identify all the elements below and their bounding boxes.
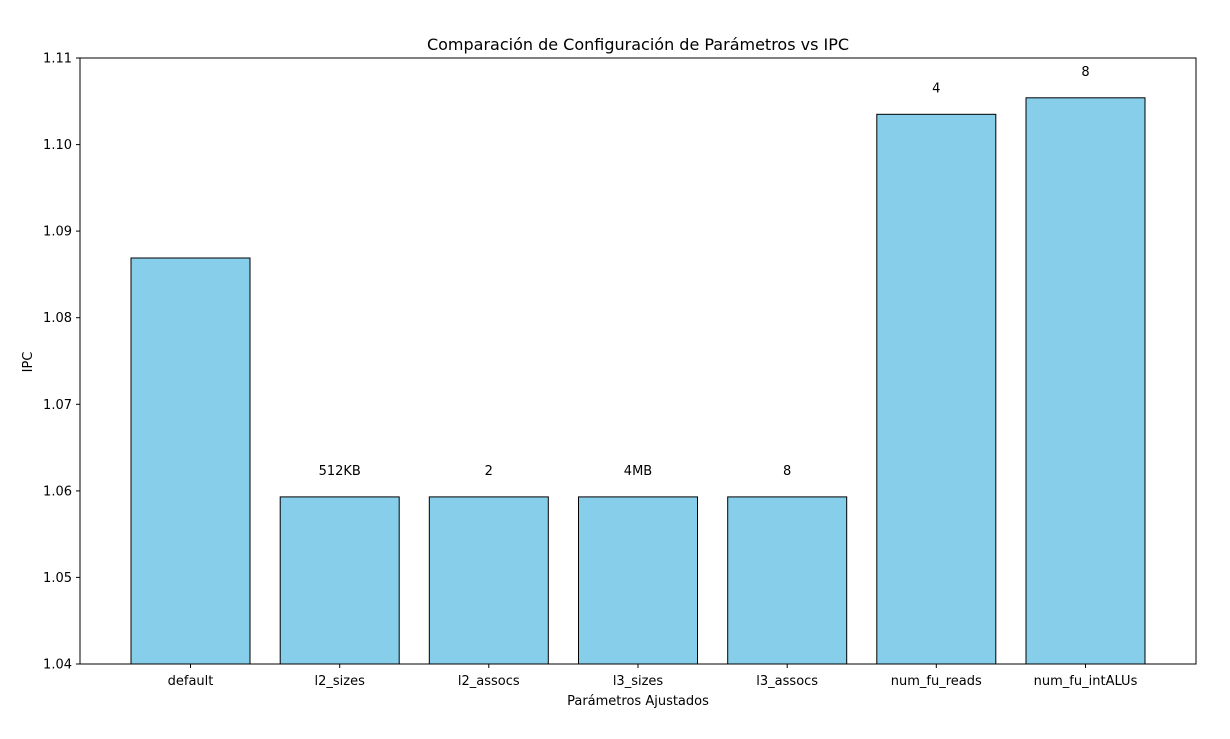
y-axis-label: IPC: [21, 352, 36, 373]
bar-num_fu_reads: [876, 113, 997, 665]
chart-title: Comparación de Configuración de Parámetr…: [427, 35, 849, 54]
plot-area-frame: [79, 57, 1197, 665]
x-tick-label-num_fu_intALUs: num_fu_intALUs: [1034, 674, 1138, 689]
y-tick-label-1.11: 1.11: [43, 52, 72, 67]
y-tick-label-1.06: 1.06: [43, 484, 72, 499]
bar-value-label-num_fu_reads: 4: [932, 81, 940, 96]
x-tick-label-l3_assocs: l3_assocs: [756, 674, 818, 689]
x-tick-label-l2_assocs: l2_assocs: [458, 674, 520, 689]
bar-value-label-l3_sizes: 4MB: [624, 464, 652, 479]
x-tick-label-l3_sizes: l3_sizes: [613, 674, 664, 689]
x-axis-label: Parámetros Ajustados: [567, 694, 709, 709]
y-tick-label-1.04: 1.04: [43, 658, 72, 673]
bar-num_fu_intALUs: [1025, 97, 1146, 665]
y-tick-label-1.10: 1.10: [43, 138, 72, 153]
y-tick-label-1.05: 1.05: [43, 571, 72, 586]
bar-l2_sizes: [279, 496, 400, 665]
x-axis-ticks: default l2_sizes l2_assocs l3_sizes l3_assoc…: [168, 664, 1138, 689]
bar-value-label-l3_assocs: 8: [783, 464, 791, 479]
bar-default: [130, 257, 251, 665]
bar-l3_assocs: [727, 496, 848, 665]
bar-l3_sizes: [578, 496, 698, 665]
bar-labels-group: 512KB 2 4MB 8 4 8: [319, 65, 1090, 479]
bar-value-label-num_fu_intALUs: 8: [1081, 65, 1089, 80]
x-tick-label-num_fu_reads: num_fu_reads: [891, 674, 982, 689]
x-tick-label-default: default: [168, 674, 214, 689]
y-axis-ticks: 1.04 1.05 1.06 1.07 1.08 1.09 1.10 1.11: [43, 52, 80, 673]
bar-l2_assocs: [428, 496, 549, 665]
y-tick-label-1.08: 1.08: [43, 311, 72, 326]
y-tick-label-1.07: 1.07: [43, 398, 72, 413]
bar-value-label-l2_sizes: 512KB: [319, 464, 361, 479]
bars-group: [130, 97, 1146, 665]
x-tick-label-l2_sizes: l2_sizes: [315, 674, 366, 689]
bar-value-label-l2_assocs: 2: [485, 464, 493, 479]
y-tick-label-1.09: 1.09: [43, 225, 72, 240]
